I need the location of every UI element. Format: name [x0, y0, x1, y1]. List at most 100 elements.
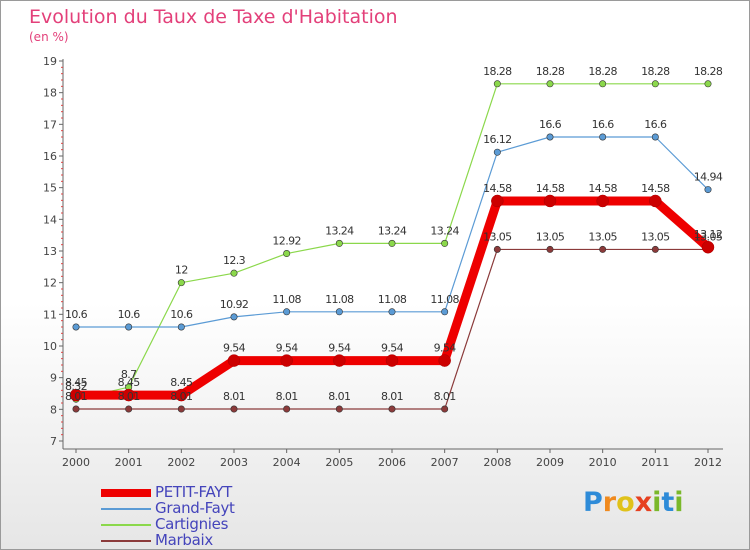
data-label: 14.58: [588, 182, 617, 195]
data-label: 8.01: [276, 390, 298, 403]
data-point: [72, 323, 80, 331]
data-label: 9.54: [328, 342, 351, 355]
x-tick-label: 2004: [273, 456, 301, 469]
logo-letter: i: [652, 487, 662, 518]
legend-label: Grand-Fayt: [155, 499, 235, 517]
data-point: [546, 245, 554, 253]
chart-subtitle: (en %): [29, 30, 69, 44]
legend-label: Marbaix: [155, 531, 213, 549]
data-label: 8.32: [65, 380, 87, 393]
logo-letter: t: [661, 487, 675, 518]
data-label: 8.01: [381, 390, 403, 403]
y-tick-label: 9: [50, 372, 57, 385]
data-point: [546, 133, 554, 141]
data-point: [493, 80, 501, 88]
data-point: [227, 354, 241, 367]
data-point: [599, 133, 607, 141]
x-tick-label: 2000: [62, 456, 90, 469]
data-point: [651, 133, 659, 141]
y-tick-label: 12: [43, 277, 57, 290]
data-point: [333, 354, 346, 367]
data-label: 11.08: [272, 293, 301, 306]
data-label: 18.28: [536, 65, 565, 78]
data-point: [599, 80, 607, 88]
data-point: [546, 80, 554, 88]
data-point: [491, 194, 504, 208]
data-point: [283, 405, 291, 413]
data-label: 13.05: [694, 230, 723, 243]
data-label: 8.45: [65, 376, 88, 389]
data-point: [230, 269, 238, 277]
data-label: 9.54: [223, 342, 246, 355]
data-point: [177, 323, 185, 331]
y-tick-label: 13: [43, 245, 57, 258]
y-tick-label: 16: [43, 150, 57, 163]
data-point: [701, 240, 715, 254]
data-label: 16.12: [483, 133, 512, 146]
data-label: 13.05: [483, 230, 512, 243]
data-label: 11.08: [325, 293, 354, 306]
data-label: 13.12: [694, 228, 723, 241]
data-point: [335, 405, 343, 413]
data-label: 16.6: [644, 118, 667, 131]
data-point: [651, 80, 659, 88]
data-label: 13.24: [378, 224, 407, 237]
y-tick-label: 19: [43, 55, 57, 68]
data-point: [596, 194, 609, 208]
data-label: 11.08: [378, 293, 407, 306]
chart-title: Evolution du Taux de Taxe d'Habitation: [29, 6, 398, 28]
data-label: 12.92: [272, 235, 301, 248]
x-tick-label: 2010: [589, 456, 617, 469]
logo-letter: r: [602, 487, 617, 518]
legend-label: Cartignies: [155, 515, 229, 533]
data-point: [651, 245, 659, 253]
data-label: 13.24: [430, 224, 459, 237]
y-tick-label: 14: [43, 213, 57, 226]
data-point: [493, 148, 501, 156]
data-label: 10.6: [118, 308, 141, 321]
data-label: 10.6: [65, 308, 88, 321]
data-point: [177, 405, 185, 413]
data-point: [438, 354, 451, 367]
data-point: [335, 239, 343, 247]
data-point: [388, 239, 396, 247]
data-label: 8.01: [434, 390, 456, 403]
y-tick-label: 17: [43, 118, 57, 131]
data-label: 16.6: [539, 118, 562, 131]
data-label: 18.28: [588, 65, 617, 78]
legend: PETIT-FAYT Grand-Fayt Cartignies Marbaix: [101, 483, 361, 549]
data-label: 8.45: [170, 376, 193, 389]
data-point: [388, 405, 396, 413]
data-label: 14.94: [694, 171, 723, 184]
legend-swatch: [101, 508, 151, 510]
x-tick-label: 2011: [641, 456, 669, 469]
data-point: [385, 354, 399, 367]
data-label: 9.54: [381, 342, 404, 355]
data-point: [441, 405, 449, 413]
data-point: [125, 405, 133, 413]
data-label: 16.6: [592, 118, 615, 131]
legend-swatch: [101, 524, 151, 526]
data-label: 9.54: [276, 342, 299, 355]
data-label: 8.45: [118, 376, 141, 389]
data-label: 12.3: [223, 254, 246, 267]
legend-swatch: [101, 540, 151, 542]
x-tick-label: 2006: [378, 456, 406, 469]
legend-item-petit-fayt: PETIT-FAYT: [101, 483, 361, 501]
y-tick-label: 15: [43, 182, 57, 195]
legend-item-grand-fayt: Grand-Fayt: [101, 499, 361, 517]
data-point: [125, 323, 133, 331]
data-point: [72, 405, 80, 413]
logo-letter: P: [583, 487, 603, 518]
x-tick-label: 2008: [483, 456, 511, 469]
data-label: 18.28: [641, 65, 670, 78]
data-point: [649, 194, 662, 208]
data-point: [69, 388, 83, 402]
data-label: 14.58: [536, 182, 565, 195]
data-label: 13.05: [641, 230, 670, 243]
data-point: [543, 194, 557, 208]
proxiti-logo: Proxiti: [583, 487, 684, 518]
data-label: 11.08: [430, 293, 459, 306]
data-label: 8.7: [121, 368, 137, 381]
